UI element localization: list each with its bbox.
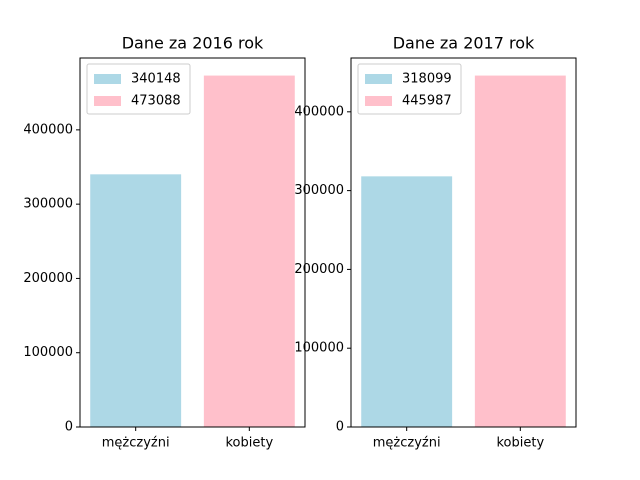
y-tick-label: 200000	[294, 262, 344, 277]
x-tick-label: kobiety	[496, 436, 544, 451]
y-tick-label: 200000	[23, 271, 73, 286]
x-tick-label: mężczyźni	[102, 436, 170, 451]
y-tick-label: 400000	[23, 122, 73, 137]
legend: 318099 445987	[357, 63, 462, 115]
bar-women	[203, 75, 295, 428]
legend-swatch	[365, 74, 392, 84]
y-tick-label: 400000	[294, 104, 344, 119]
y-tick-label: 300000	[23, 197, 73, 212]
chart-title: Dane za 2017 rok	[393, 34, 535, 53]
bar-men	[361, 176, 453, 427]
chart-title: Dane za 2016 rok	[122, 34, 264, 53]
legend-label: 318099	[402, 72, 452, 87]
bar-women	[474, 75, 566, 427]
axes-frame	[350, 57, 577, 428]
legend-swatch	[94, 74, 121, 84]
bar-men	[90, 174, 182, 427]
y-tick-label: 0	[65, 420, 73, 435]
axes-frame	[79, 57, 306, 428]
legend-swatch	[94, 96, 121, 106]
y-tick-label: 300000	[294, 183, 344, 198]
y-tick-label: 100000	[23, 345, 73, 360]
chart-panel-2: 0 100000 200000 300000 400000 mężczyźni kobiet…	[294, 34, 577, 451]
legend-label: 340148	[131, 72, 181, 87]
y-tick-label: 0	[336, 420, 344, 435]
legend-label: 445987	[402, 94, 452, 109]
legend-label: 473088	[131, 94, 181, 109]
x-tick-label: kobiety	[225, 436, 273, 451]
chart-panel-1: 0 100000 200000 300000 400000 mężczyźni kobiet…	[23, 34, 306, 451]
legend: 340148 473088	[86, 63, 191, 115]
y-tick-label: 100000	[294, 341, 344, 356]
legend-swatch	[365, 96, 392, 106]
x-tick-label: mężczyźni	[373, 436, 441, 451]
